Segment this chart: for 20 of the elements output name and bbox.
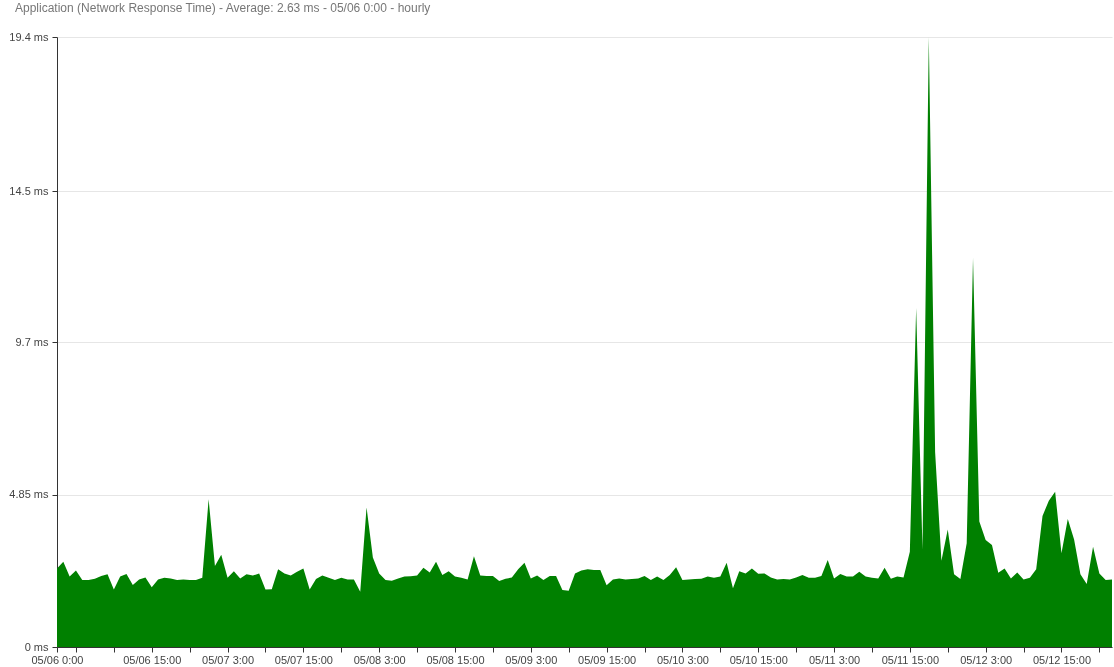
y-tick-label: 19.4 ms: [9, 30, 49, 43]
x-tick-label: 05/11 15:00: [881, 653, 939, 666]
y-tick-label: 9.7 ms: [15, 335, 49, 348]
x-tick-label: 05/06 15:00: [123, 653, 182, 666]
x-tick-label: 05/09 3:00: [505, 653, 558, 666]
x-tick-label: 05/09 15:00: [578, 653, 637, 666]
x-tick-label: 05/11 3:00: [808, 653, 861, 666]
x-tick-label: 05/08 3:00: [353, 653, 406, 666]
y-tick-label: 4.85 ms: [9, 488, 49, 500]
x-tick-label: 05/07 15:00: [274, 653, 333, 666]
x-tick-label: 05/12 3:00: [960, 653, 1013, 666]
x-tick-label: 05/07 3:00: [202, 653, 255, 666]
x-tick-label: 05/10 3:00: [656, 653, 709, 666]
x-tick-label: 05/10 15:00: [729, 653, 788, 666]
x-tick-label: 05/06 0:00: [31, 653, 84, 666]
x-tick-label: 05/08 15:00: [426, 653, 485, 666]
y-tick-label: 0 ms: [24, 640, 49, 653]
y-tick-label: 14.5 ms: [9, 184, 49, 197]
x-tick-label: 05/12 15:00: [1032, 653, 1092, 666]
chart-title: Application (Network Response Time) - Average: 2.63 ms - 05/06 0:00 - hourly: [15, 1, 431, 15]
